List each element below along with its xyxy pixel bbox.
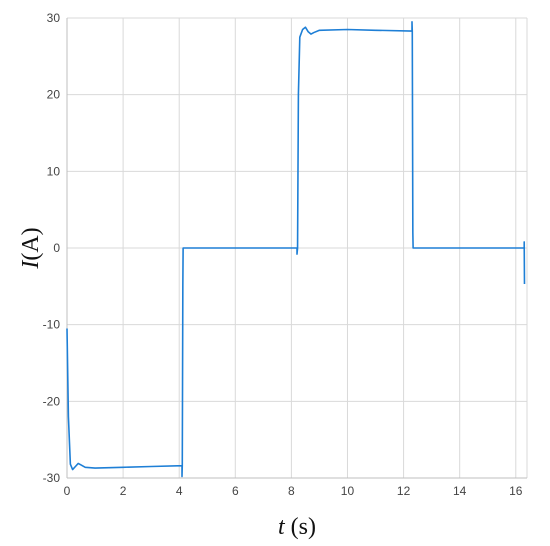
x-tick-label-7: 14 [453, 484, 467, 498]
x-tick-label-1: 2 [120, 484, 127, 498]
axes [66, 18, 527, 479]
x-tick-label-3: 6 [232, 484, 239, 498]
y-axis-title: I(A) [18, 227, 44, 269]
y-tick-label-6: 30 [47, 11, 61, 25]
y-tick-label-1: -20 [43, 394, 61, 408]
x-axis-title: t (s) [278, 514, 316, 540]
grid [66, 17, 528, 479]
x-tick-label-0: 0 [64, 484, 71, 498]
x-tick-labels: 0 2 4 6 8 10 12 14 16 [64, 484, 523, 498]
series-group [66, 21, 526, 478]
y-tick-label-5: 20 [47, 88, 61, 102]
x-tick-label-4: 8 [288, 484, 295, 498]
series-line-0 [66, 21, 526, 478]
x-tick-label-5: 10 [341, 484, 355, 498]
y-tick-labels: -30 -20 -10 0 10 20 30 [43, 11, 61, 485]
x-tick-label-2: 4 [176, 484, 183, 498]
y-tick-label-0: -30 [43, 471, 61, 485]
y-tick-label-2: -10 [43, 318, 61, 332]
y-tick-label-3: 0 [53, 241, 60, 255]
x-tick-label-8: 16 [509, 484, 523, 498]
y-tick-label-4: 10 [47, 164, 61, 178]
x-tick-label-6: 12 [397, 484, 411, 498]
